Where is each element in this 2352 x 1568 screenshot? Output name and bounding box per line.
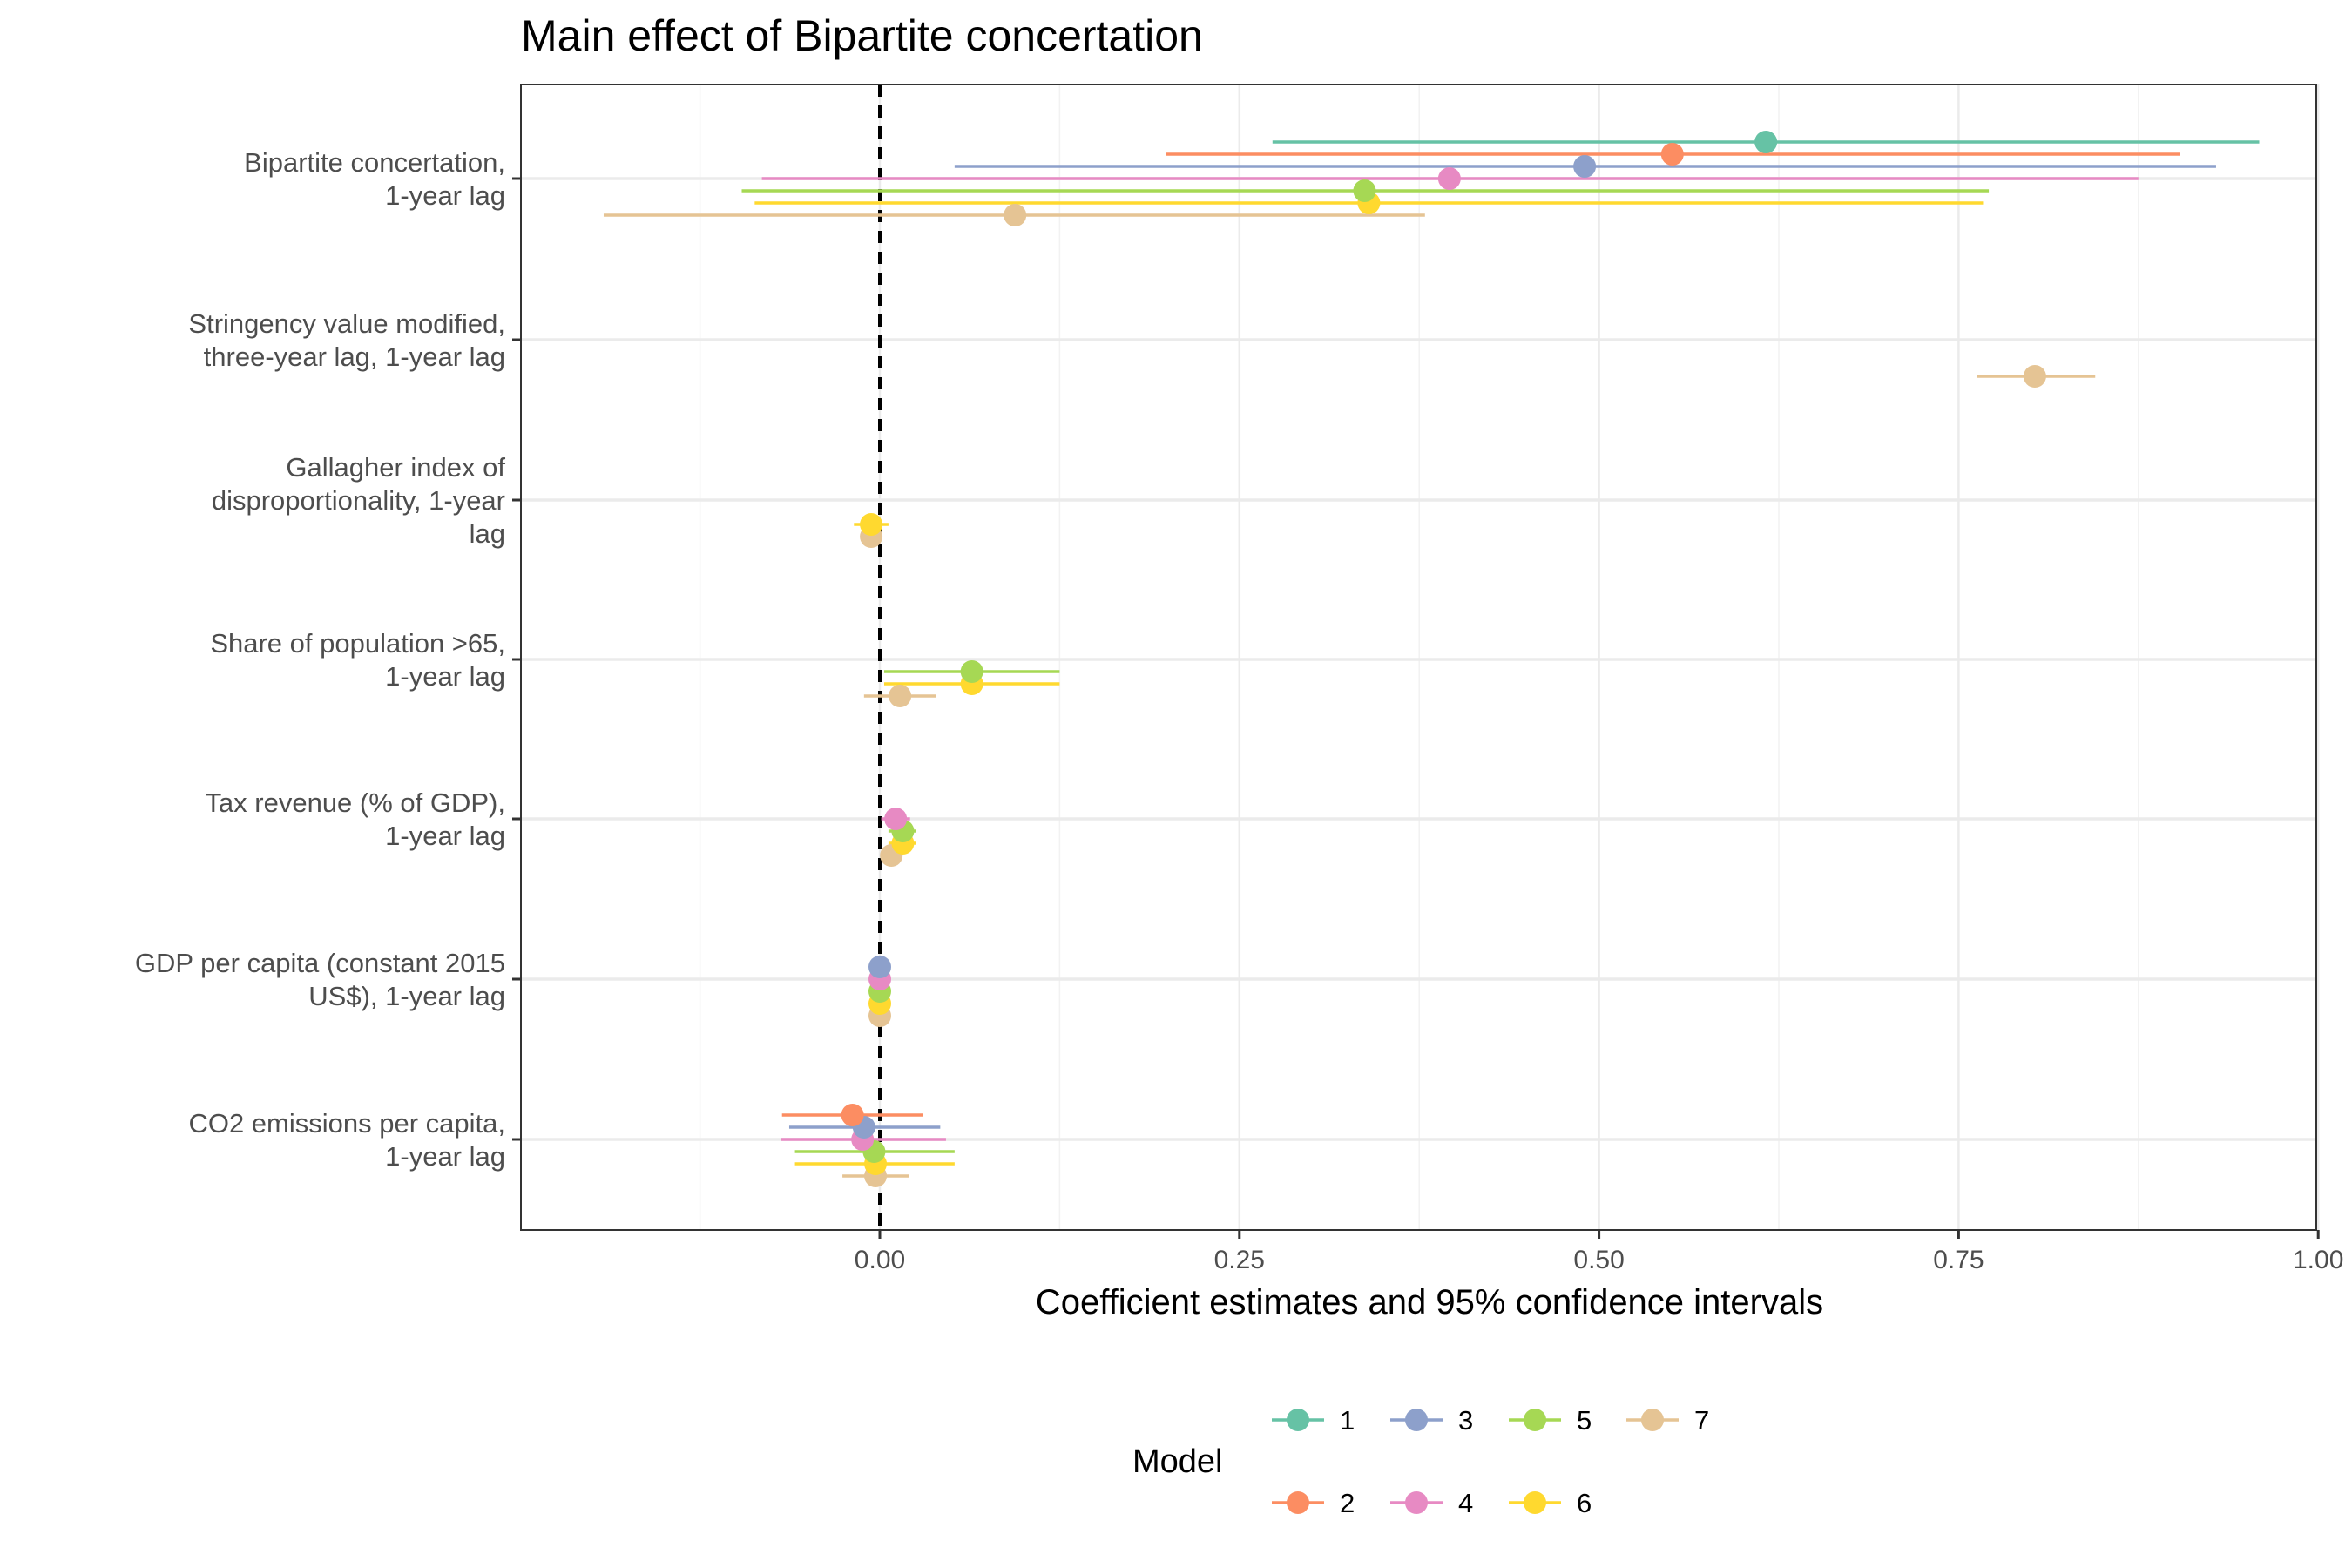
- y-tick-label: 1-year lag: [385, 821, 505, 851]
- legend-item-model-4: 4: [1390, 1488, 1473, 1518]
- x-tick-label: 0.25: [1214, 1246, 1265, 1274]
- legend-item-model-2: 2: [1272, 1488, 1355, 1518]
- legend-key-point: [1287, 1409, 1309, 1431]
- legend-key-point: [1641, 1409, 1664, 1431]
- legend: Model 1 2 3 4 5 6 7: [1132, 1405, 1709, 1518]
- panel-border: [520, 84, 2317, 1231]
- x-tick-label: 0.75: [1933, 1246, 1984, 1274]
- y-tick-label: GDP per capita (constant 2015: [135, 948, 505, 978]
- y-tick-label: Bipartite concertation,: [244, 147, 505, 178]
- estimate-point-model-2: [1660, 143, 1684, 166]
- legend-label: 5: [1577, 1405, 1592, 1436]
- legend-title: Model: [1132, 1443, 1223, 1480]
- y-tick-label: US$), 1-year lag: [308, 981, 505, 1011]
- legend-item-model-6: 6: [1509, 1488, 1592, 1518]
- estimate-point-model-7: [2023, 365, 2046, 388]
- y-tick-label: disproportionality, 1-year: [212, 485, 505, 516]
- y-tick-label: 1-year lag: [385, 1141, 505, 1172]
- estimate-point-model-5: [960, 660, 983, 683]
- legend-key-point: [1405, 1491, 1428, 1514]
- x-axis-ticks: 0.00 0.25 0.50 0.75 1.00: [855, 1230, 2343, 1274]
- legend-item-model-7: 7: [1626, 1405, 1709, 1436]
- x-tick-label: 0.50: [1573, 1246, 1624, 1274]
- legend-item-model-3: 3: [1390, 1405, 1473, 1436]
- legend-label: 2: [1340, 1488, 1355, 1518]
- legend-label: 6: [1577, 1488, 1592, 1518]
- legend-label: 1: [1340, 1405, 1355, 1436]
- legend-key-point: [1405, 1409, 1428, 1431]
- estimate-point-model-3: [868, 956, 891, 978]
- y-tick-label: Gallagher index of: [286, 452, 505, 483]
- estimate-point-model-6: [860, 513, 883, 536]
- legend-item-model-1: 1: [1272, 1405, 1355, 1436]
- estimate-point-model-4: [884, 808, 908, 830]
- estimate-point-model-3: [1573, 155, 1597, 178]
- legend-key-point: [1524, 1491, 1546, 1514]
- estimate-point-model-7: [889, 685, 912, 707]
- x-tick-label: 1.00: [2293, 1246, 2343, 1274]
- y-tick-label: 1-year lag: [385, 180, 505, 211]
- x-axis-label: Coefficient estimates and 95% confidence…: [1036, 1283, 1823, 1321]
- estimate-point-model-2: [841, 1104, 864, 1126]
- y-tick-label: 1-year lag: [385, 661, 505, 692]
- y-tick-label: Tax revenue (% of GDP),: [205, 787, 505, 818]
- legend-label: 4: [1458, 1488, 1473, 1518]
- legend-key-point: [1287, 1491, 1309, 1514]
- y-tick-label: three-year lag, 1-year lag: [204, 341, 505, 372]
- legend-item-model-5: 5: [1509, 1405, 1592, 1436]
- y-tick-label: Share of population >65,: [210, 628, 505, 659]
- y-tick-label: Stringency value modified,: [188, 308, 505, 339]
- legend-label: 3: [1458, 1405, 1473, 1436]
- legend-label: 7: [1694, 1405, 1709, 1436]
- y-axis-ticks: Bipartite concertation,1-year lagStringe…: [135, 147, 521, 1172]
- legend-key-point: [1524, 1409, 1546, 1431]
- estimate-point-model-1: [1754, 131, 1778, 153]
- point-estimates: [841, 131, 2046, 1187]
- estimate-point-model-4: [1437, 167, 1461, 190]
- chart-title: Main effect of Bipartite concertation: [521, 11, 1203, 60]
- estimate-point-model-5: [1353, 179, 1376, 202]
- y-tick-label: CO2 emissions per capita,: [188, 1108, 505, 1139]
- y-tick-label: lag: [470, 518, 505, 549]
- estimate-point-model-7: [1004, 204, 1027, 226]
- x-tick-label: 0.00: [855, 1246, 905, 1274]
